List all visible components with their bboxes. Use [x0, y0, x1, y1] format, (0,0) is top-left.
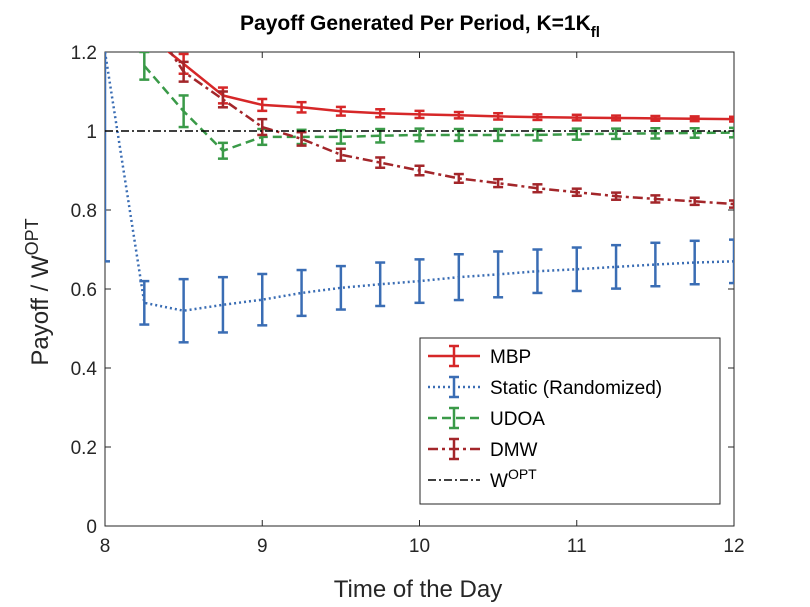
series-static-randomized- [105, 52, 734, 344]
y-tick-label: 0.2 [71, 438, 97, 459]
legend-label: UDOA [490, 409, 545, 430]
legend-item: DMW [428, 437, 538, 461]
y-tick-label: 1 [86, 122, 97, 143]
x-tick-label: 8 [100, 536, 111, 557]
series-line [169, 52, 734, 206]
y-tick-label: 0.8 [71, 201, 97, 222]
legend: MBP Static (Randomized) UDOA DMW WOPT [419, 337, 721, 505]
chart-title: Payoff Generated Per Period, K=1Kfl [240, 12, 600, 41]
legend-item: Static (Randomized) [428, 375, 662, 399]
legend-box [419, 337, 721, 505]
series-line [166, 52, 734, 121]
series-layer [105, 52, 734, 344]
legend-label: Static (Randomized) [490, 378, 662, 399]
y-axis-label: Payoff / WOPT [22, 218, 54, 365]
y-tick-label: 0.6 [71, 280, 97, 301]
legend-label: DMW [490, 440, 538, 461]
legend-label: MBP [490, 347, 531, 368]
chart-title-subscript: fl [591, 24, 600, 41]
legend-item: WOPT [428, 466, 537, 492]
legend-label: WOPT [490, 466, 537, 492]
y-tick-label: 1.2 [71, 43, 97, 64]
x-axis-label: Time of the Day [334, 576, 503, 603]
axis-ticks: 8 9 10 11 12 0 0.2 0.4 0.6 0.8 1 1.2 [71, 43, 745, 557]
x-tick-label: 11 [567, 536, 587, 557]
series-dmw [169, 52, 734, 209]
series-udoa [139, 52, 734, 160]
x-tick-label: 9 [257, 536, 268, 557]
x-tick-label: 10 [409, 536, 430, 557]
y-axis-label-superscript: OPT [22, 218, 42, 255]
y-tick-label: 0 [86, 517, 97, 538]
legend-item: UDOA [428, 406, 545, 430]
y-tick-label: 0.4 [71, 359, 98, 380]
x-tick-label: 12 [723, 536, 744, 557]
legend-item: MBP [428, 344, 531, 368]
